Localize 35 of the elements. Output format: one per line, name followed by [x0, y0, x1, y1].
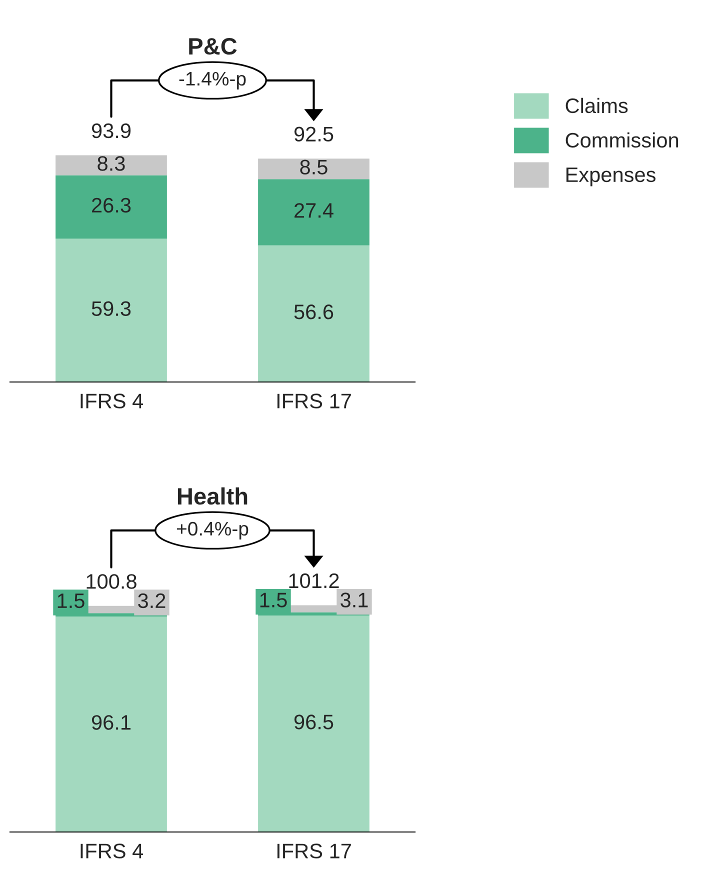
legend-label: Claims: [566, 98, 628, 114]
total-label: 92.5: [294, 126, 334, 142]
data-label: 56.6: [294, 304, 334, 320]
data-label: 3.2: [138, 593, 166, 608]
bar: [56, 155, 167, 176]
text: +0.4%-p: [176, 522, 248, 540]
x-tick-label: IFRS 17: [277, 844, 351, 858]
total-label: 101.2: [289, 573, 339, 588]
data-label: 3.1: [340, 592, 368, 608]
data-label: 1.5: [58, 594, 84, 608]
chart-title: P&C: [189, 38, 237, 55]
data-label: 59.3: [92, 301, 131, 316]
bar: [258, 158, 370, 180]
data-label: 96.1: [92, 715, 131, 730]
x-tick-label: IFRS 17: [277, 394, 351, 408]
x-tick-label: IFRS 4: [80, 844, 144, 858]
text: -1.4%-p: [179, 72, 246, 90]
data-label: 27.4: [294, 203, 334, 218]
bar: [56, 238, 167, 382]
data-label: 8.3: [98, 156, 125, 171]
chart-title: Health: [178, 487, 248, 505]
legend-label: Expenses: [566, 168, 656, 186]
bar: [258, 245, 370, 382]
bar: [56, 616, 167, 832]
total-label: 100.8: [86, 574, 136, 589]
data-label: 1.5: [260, 592, 287, 608]
data-label: 26.3: [92, 198, 131, 213]
bar: [258, 616, 370, 832]
x-tick-label: IFRS 4: [80, 394, 144, 408]
data-label: 8.5: [300, 160, 328, 174]
bar: [56, 175, 167, 239]
legend-label: Commission: [566, 132, 678, 148]
data-label: 96.5: [294, 714, 334, 730]
bar: [258, 179, 370, 246]
total-label: 93.9: [92, 123, 131, 138]
